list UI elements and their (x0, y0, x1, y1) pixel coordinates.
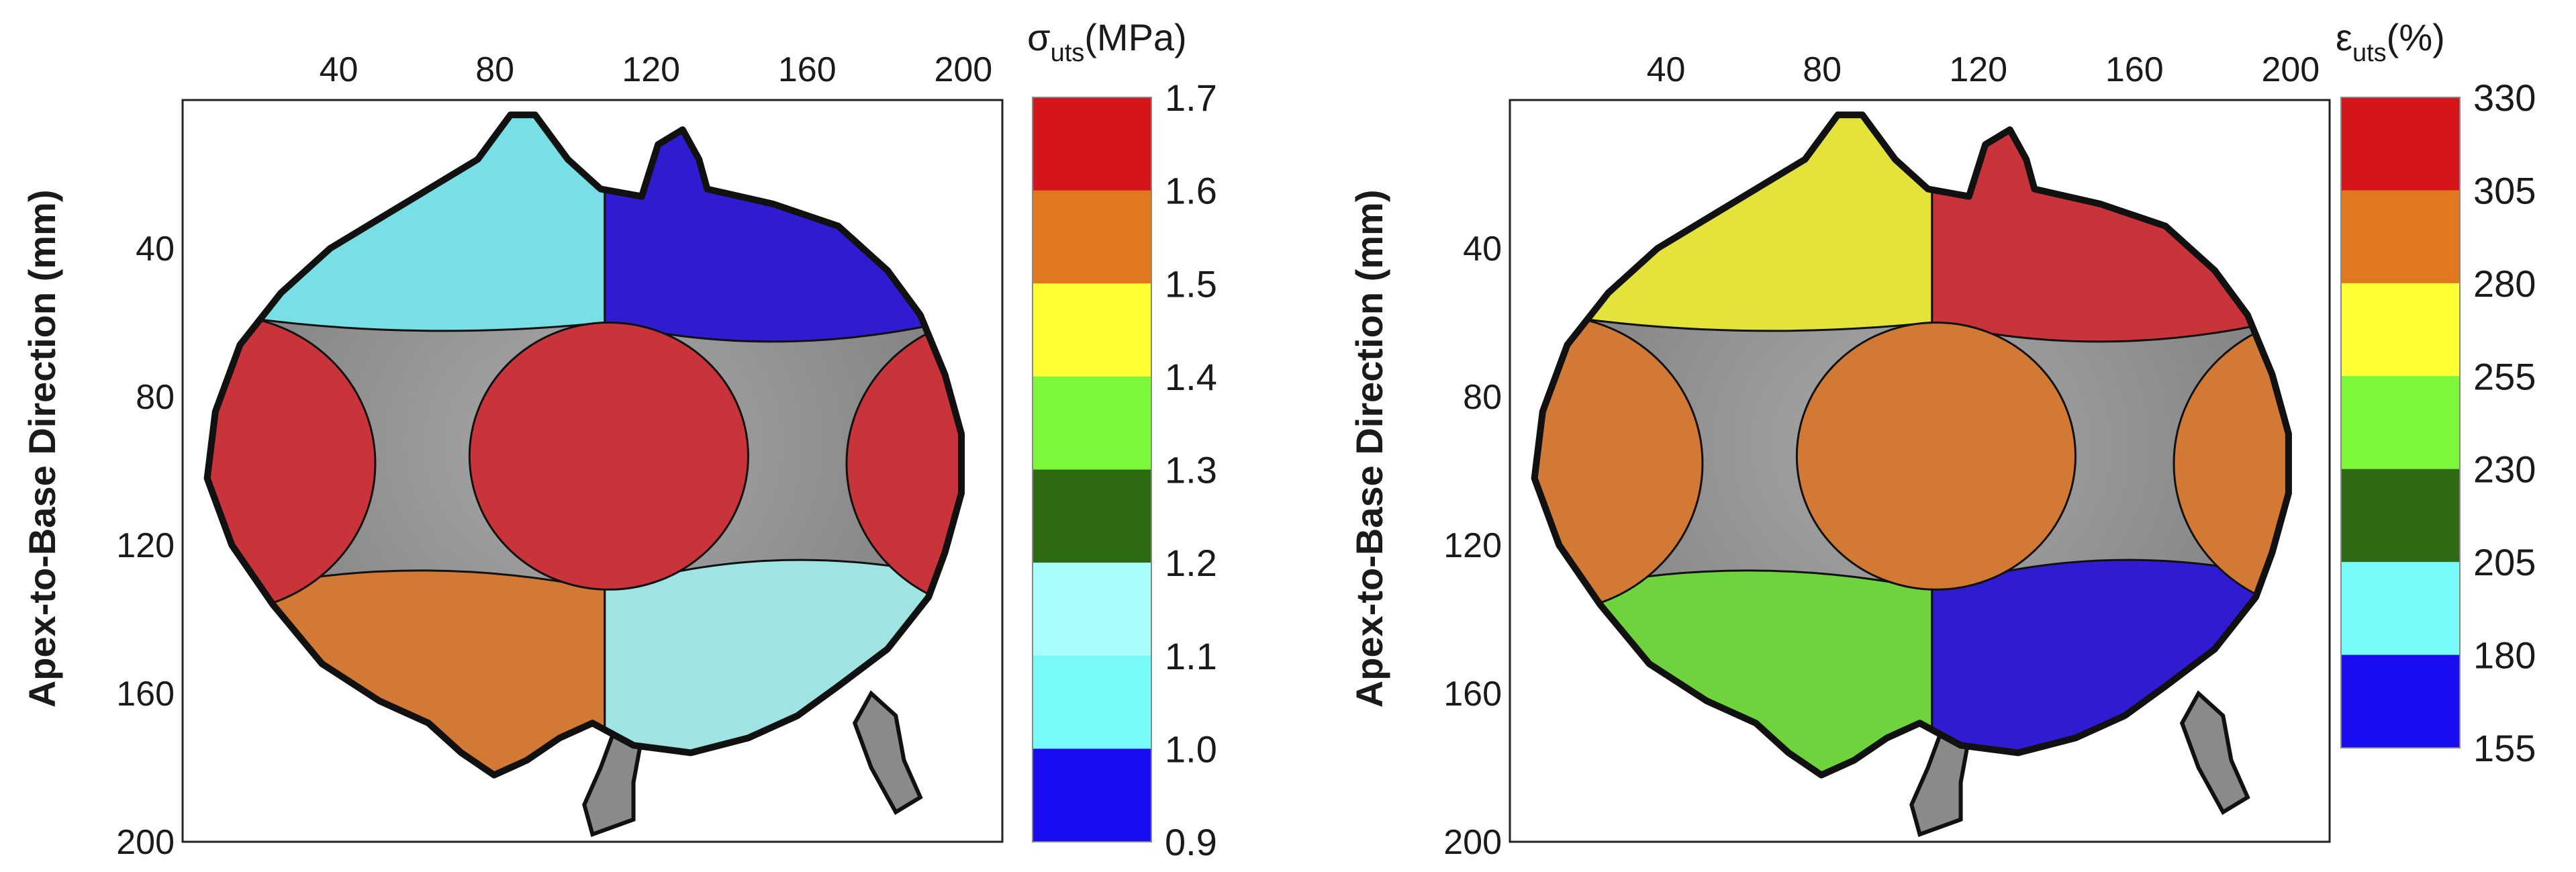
colorbar-band (2341, 655, 2460, 748)
colorbar-tick-label: 180 (2473, 634, 2536, 677)
y-tick-label: 200 (116, 823, 175, 862)
colorbar-tick-label: 1.5 (1165, 262, 1217, 305)
colorbar-band (2341, 562, 2460, 656)
colorbar-band (1033, 376, 1151, 470)
y-tick-label: 40 (136, 230, 175, 269)
colorbar-title: σuts(MPa) (1027, 16, 1187, 67)
colorbar-tick-label: 1.6 (1165, 170, 1217, 212)
right-tab (2179, 690, 2250, 815)
y-tick-label: 120 (1443, 526, 1502, 565)
colorbar-tick-label: 1.3 (1165, 449, 1217, 491)
colorbar-tick-label: 305 (2473, 169, 2536, 211)
colorbar-band (1033, 563, 1151, 657)
y-tick-label: 80 (136, 378, 175, 417)
y-tick-label: 160 (116, 675, 175, 714)
colorbar-tick-label: 1.7 (1165, 77, 1217, 119)
x-tick-label: 80 (1803, 50, 1842, 89)
colorbar-band (1033, 469, 1151, 563)
colorbar-tick-label: 0.9 (1165, 821, 1217, 863)
y-tick-label: 40 (1463, 230, 1502, 269)
colorbar-band (2341, 190, 2460, 284)
colorbar-band (1033, 655, 1151, 749)
colorbar-band (1033, 97, 1151, 191)
y-tick-label: 200 (1443, 823, 1502, 862)
x-tick-label: 200 (2261, 50, 2320, 89)
y-axis-label: Apex-to-Base Direction (mm) (21, 190, 63, 708)
colorbar-tick-label: 155 (2473, 727, 2536, 769)
region-middle-right (2173, 313, 2289, 613)
colorbar-frame (1032, 97, 1152, 842)
region-middle-center (1795, 322, 2077, 591)
x-tick-label: 80 (475, 50, 514, 89)
x-tick-label: 120 (1949, 50, 2007, 89)
region-middle-right (845, 313, 962, 613)
panel-2: 40 80 120 160 200 40 80 120 160 200 Apex-to-Base D… (1348, 16, 2536, 862)
colorbar-band (1033, 283, 1151, 377)
colorbar-band (2341, 376, 2460, 470)
x-tick-label: 120 (622, 50, 680, 89)
colorbar-tick-label: 280 (2473, 262, 2536, 305)
colorbar-tick-label: 205 (2473, 541, 2536, 583)
x-tick-label: 160 (778, 50, 837, 89)
colorbar-tick-label: 1.2 (1165, 542, 1217, 584)
region-middle-center (468, 322, 749, 591)
organ-outline (1531, 111, 2292, 779)
panel-1: 40 80 120 160 200 40 80 120 160 200 Apex-to-Base D… (21, 16, 1217, 863)
colorbar-band (1033, 190, 1151, 284)
colorbar-tick-label: 330 (2473, 77, 2536, 119)
colorbar-band (1033, 748, 1151, 842)
organ-outline (203, 111, 965, 779)
colorbar-tick-label: 255 (2473, 355, 2536, 397)
x-tick-label: 40 (320, 50, 359, 89)
colorbar-title: εuts(%) (2336, 16, 2445, 67)
colorbar-tick-label: 230 (2473, 448, 2536, 491)
y-axis-label: Apex-to-Base Direction (mm) (1348, 190, 1390, 708)
colorbar-band (2341, 283, 2460, 377)
colorbar-band (2341, 469, 2460, 563)
right-tab (852, 690, 923, 815)
y-tick-label: 120 (116, 526, 175, 565)
y-tick-label: 160 (1443, 675, 1502, 714)
colorbar-band (2341, 97, 2460, 191)
colorbar-frame (2340, 97, 2461, 748)
x-tick-label: 160 (2105, 50, 2164, 89)
x-tick-label: 40 (1647, 50, 1686, 89)
colorbar-tick-label: 1.1 (1165, 635, 1217, 677)
colorbar-tick-label: 1.0 (1165, 728, 1217, 770)
colorbar-tick-label: 1.4 (1165, 356, 1217, 398)
y-tick-label: 80 (1463, 378, 1502, 417)
x-tick-label: 200 (934, 50, 992, 89)
